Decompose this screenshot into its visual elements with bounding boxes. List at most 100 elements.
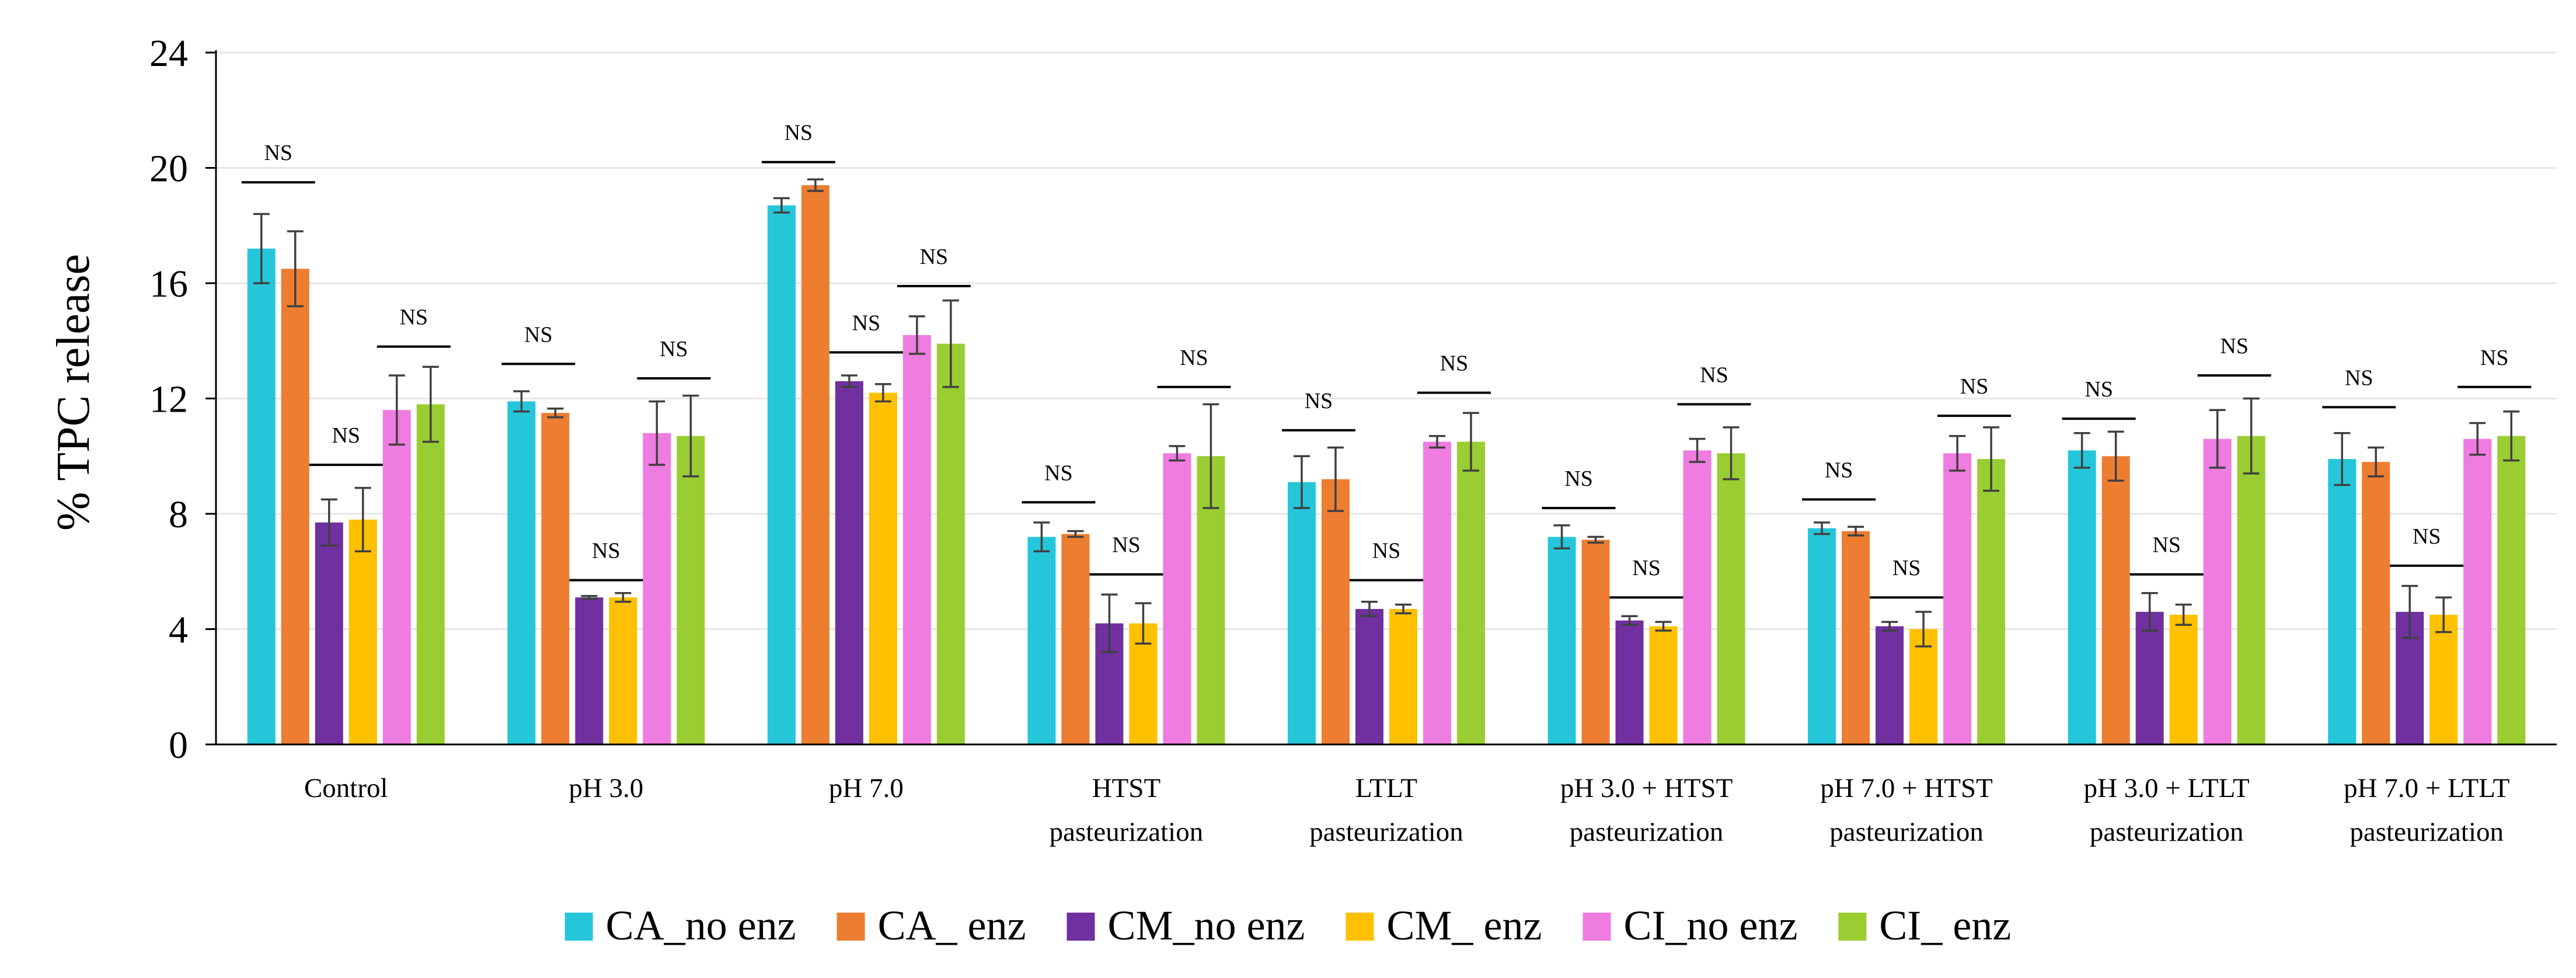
legend-label: CM_no enz bbox=[1108, 902, 1305, 949]
legend-swatch bbox=[1345, 913, 1374, 941]
bar bbox=[2203, 438, 2232, 744]
bar bbox=[902, 335, 931, 744]
ns-label: NS bbox=[332, 423, 360, 448]
legend-swatch bbox=[1838, 913, 1867, 941]
x-category-label: pasteurization bbox=[1309, 817, 1463, 847]
bar bbox=[247, 248, 276, 744]
bar bbox=[2362, 462, 2390, 744]
ns-label: NS bbox=[1112, 533, 1141, 558]
legend-label: CM_ enz bbox=[1387, 902, 1542, 949]
bar bbox=[835, 381, 863, 744]
bar bbox=[801, 185, 829, 744]
bar bbox=[1717, 453, 1745, 744]
bar bbox=[936, 343, 965, 744]
axes: 0 4 8 12 16 20 24 Control pH 3.0 pH 7.0 HTST pasteu… bbox=[149, 32, 2557, 847]
bar bbox=[348, 519, 377, 744]
bar bbox=[1943, 453, 1972, 744]
bar bbox=[1061, 534, 1090, 744]
ns-label: NS bbox=[852, 311, 881, 336]
x-category-label: pasteurization bbox=[2090, 817, 2244, 847]
ns-label: NS bbox=[1960, 374, 1989, 399]
bar bbox=[2068, 450, 2096, 744]
bar bbox=[1547, 537, 1576, 744]
bar bbox=[1909, 629, 1938, 744]
ns-label: NS bbox=[1700, 363, 1728, 387]
bar bbox=[609, 597, 637, 744]
grid-lines bbox=[216, 51, 2557, 630]
y-tick-label: 4 bbox=[169, 609, 188, 652]
bar bbox=[1683, 450, 1711, 744]
ns-label: NS bbox=[1044, 461, 1073, 485]
x-category-label: Control bbox=[304, 773, 388, 803]
y-axis-title: % TPC release bbox=[48, 254, 99, 531]
legend-swatch bbox=[1582, 913, 1611, 941]
ns-label: NS bbox=[524, 322, 553, 347]
bar bbox=[281, 269, 309, 744]
y-tick-label: 0 bbox=[169, 724, 188, 767]
y-tick-label: 24 bbox=[149, 32, 188, 75]
bar bbox=[2101, 456, 2130, 744]
x-category-label: pH 7.0 + LTLT bbox=[2344, 773, 2509, 803]
bar bbox=[1649, 626, 1678, 744]
bar bbox=[1842, 531, 1870, 744]
bar bbox=[2135, 611, 2164, 744]
bar bbox=[541, 413, 570, 744]
legend-label: CI_ enz bbox=[1879, 902, 2011, 949]
x-category-label: pH 3.0 bbox=[569, 773, 643, 803]
x-category-label: pH 7.0 + HTST bbox=[1820, 773, 1992, 803]
bar bbox=[677, 436, 705, 744]
legend-label: CA_no enz bbox=[606, 902, 796, 949]
bar bbox=[1389, 608, 1417, 744]
x-category-label: pasteurization bbox=[2350, 817, 2504, 847]
ns-label: NS bbox=[2084, 377, 2113, 402]
ns-label: NS bbox=[592, 539, 621, 563]
bar bbox=[2328, 459, 2357, 744]
ns-label: NS bbox=[1564, 467, 1593, 491]
bar bbox=[1355, 608, 1383, 744]
bar bbox=[1288, 482, 1316, 744]
bar bbox=[1457, 441, 1485, 744]
bar bbox=[1423, 441, 1451, 744]
bar bbox=[382, 410, 411, 744]
bars bbox=[247, 185, 2526, 744]
bar bbox=[1322, 479, 1350, 744]
ns-label: NS bbox=[1305, 389, 1333, 413]
bar bbox=[1977, 459, 2006, 744]
legend-label: CI_no enz bbox=[1623, 902, 1797, 949]
ns-label: NS bbox=[264, 141, 292, 165]
x-category-label: pH 7.0 bbox=[829, 773, 904, 803]
legend-label: CA_ enz bbox=[878, 902, 1026, 949]
legend: CA_no enz CA_ enz CM_no enz CM_ enz CI_no en… bbox=[564, 902, 2011, 949]
bar bbox=[2497, 436, 2526, 744]
bar bbox=[2429, 614, 2458, 744]
ns-label: NS bbox=[1440, 351, 1469, 376]
ns-label: NS bbox=[920, 245, 949, 269]
y-tick-label: 8 bbox=[169, 493, 188, 536]
bar bbox=[315, 522, 343, 744]
x-category-label: HTST bbox=[1092, 773, 1161, 803]
x-category-label: pH 3.0 + LTLT bbox=[2084, 773, 2250, 803]
ns-label: NS bbox=[1180, 346, 1208, 370]
ns-label: NS bbox=[2413, 524, 2441, 549]
ns-label: NS bbox=[1825, 458, 1853, 482]
bar bbox=[1876, 626, 1904, 744]
bar bbox=[1615, 620, 1644, 744]
ns-label: NS bbox=[399, 305, 428, 330]
bar bbox=[2237, 436, 2265, 744]
legend-swatch bbox=[1066, 913, 1095, 941]
x-category-label: pasteurization bbox=[1829, 817, 1984, 847]
ns-label: NS bbox=[2152, 533, 2181, 558]
y-tick-label: 12 bbox=[149, 378, 188, 421]
bar bbox=[1581, 540, 1610, 744]
y-tick-label: 16 bbox=[149, 263, 188, 305]
bar bbox=[416, 404, 445, 744]
x-category-label: pasteurization bbox=[1050, 817, 1204, 847]
ns-annotations: NS NS NS NS NS NS NS NS NS NS NS NS NS NS NS NS NS NS NS NS… bbox=[241, 121, 2532, 599]
ns-label: NS bbox=[660, 337, 688, 361]
ns-label: NS bbox=[785, 121, 813, 145]
bar bbox=[643, 433, 671, 744]
bar bbox=[767, 205, 796, 744]
error-bars bbox=[253, 178, 2520, 653]
x-category-label: pH 3.0 + HTST bbox=[1560, 773, 1733, 803]
